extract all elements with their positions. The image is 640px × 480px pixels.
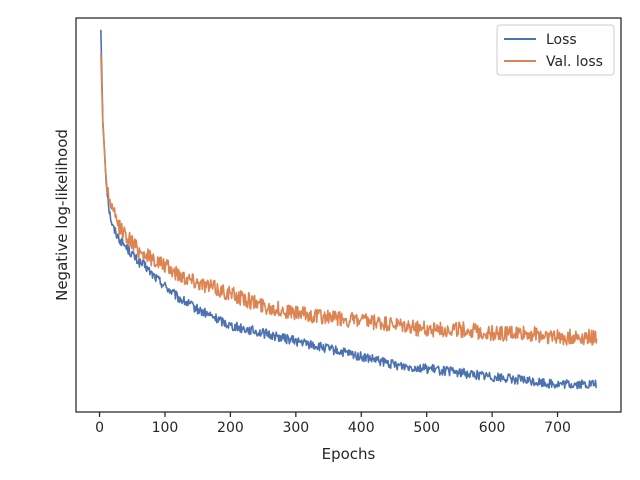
series-layer bbox=[100, 29, 598, 390]
series-line-loss bbox=[100, 29, 597, 390]
x-tick-label: 700 bbox=[544, 420, 571, 436]
x-axis-label: Epochs bbox=[322, 445, 376, 463]
x-tick-label: 100 bbox=[152, 420, 179, 436]
x-tick-label: 500 bbox=[413, 420, 440, 436]
x-tick-label: 400 bbox=[348, 420, 375, 436]
x-axis-ticks: 0 100 200 300 400 500 600 700 bbox=[95, 412, 571, 436]
legend-label-loss: Loss bbox=[546, 32, 577, 48]
x-tick-label: 300 bbox=[282, 420, 309, 436]
legend: Loss Val. loss bbox=[496, 24, 615, 76]
legend-label-val-loss: Val. loss bbox=[546, 54, 603, 70]
x-tick-label: 200 bbox=[217, 420, 244, 436]
legend-box bbox=[496, 24, 615, 76]
series-line-val-loss bbox=[100, 53, 598, 346]
plot-area bbox=[75, 17, 622, 413]
y-axis-label: Negative log-likelihood bbox=[53, 129, 71, 301]
x-tick-label: 600 bbox=[479, 420, 506, 436]
x-tick-label: 0 bbox=[95, 420, 104, 436]
